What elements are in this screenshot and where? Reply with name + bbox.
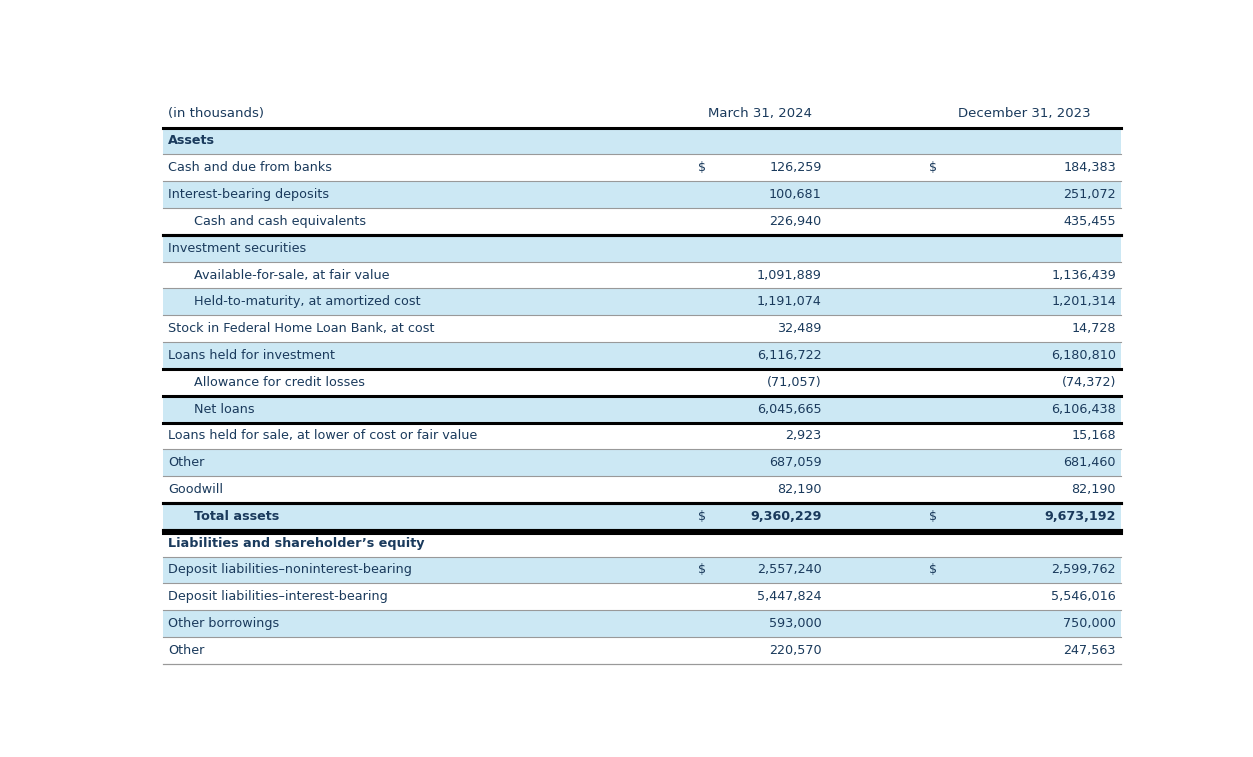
Text: 100,681: 100,681 <box>769 188 822 201</box>
Text: 251,072: 251,072 <box>1064 188 1116 201</box>
Text: Available-for-sale, at fair value: Available-for-sale, at fair value <box>193 269 388 282</box>
Text: 1,136,439: 1,136,439 <box>1051 269 1116 282</box>
Bar <box>163 530 1121 556</box>
Text: $: $ <box>928 563 937 577</box>
Text: 2,599,762: 2,599,762 <box>1051 563 1116 577</box>
Text: Loans held for investment: Loans held for investment <box>168 349 336 362</box>
Text: $: $ <box>698 161 707 174</box>
Bar <box>163 450 1121 476</box>
Text: Allowance for credit losses: Allowance for credit losses <box>193 375 365 389</box>
Bar <box>163 208 1121 235</box>
Text: 15,168: 15,168 <box>1071 429 1116 442</box>
Text: 6,180,810: 6,180,810 <box>1051 349 1116 362</box>
Bar <box>163 396 1121 422</box>
Text: 82,190: 82,190 <box>1071 483 1116 496</box>
Text: Other: Other <box>168 456 204 469</box>
Text: Deposit liabilities–noninterest-bearing: Deposit liabilities–noninterest-bearing <box>168 563 412 577</box>
Bar <box>163 476 1121 503</box>
Text: December 31, 2023: December 31, 2023 <box>959 107 1091 120</box>
Bar <box>163 610 1121 637</box>
Text: Loans held for sale, at lower of cost or fair value: Loans held for sale, at lower of cost or… <box>168 429 477 442</box>
Text: 2,923: 2,923 <box>786 429 822 442</box>
Text: 6,045,665: 6,045,665 <box>757 403 822 416</box>
Text: (71,057): (71,057) <box>767 375 822 389</box>
Bar <box>163 181 1121 208</box>
Bar <box>163 235 1121 262</box>
Text: 1,201,314: 1,201,314 <box>1051 295 1116 308</box>
Text: 5,546,016: 5,546,016 <box>1051 590 1116 603</box>
Text: $: $ <box>928 510 937 523</box>
Text: Deposit liabilities–interest-bearing: Deposit liabilities–interest-bearing <box>168 590 388 603</box>
Text: 2,557,240: 2,557,240 <box>757 563 822 577</box>
Text: 220,570: 220,570 <box>769 644 822 657</box>
Text: Held-to-maturity, at amortized cost: Held-to-maturity, at amortized cost <box>193 295 420 308</box>
Text: Investment securities: Investment securities <box>168 241 307 254</box>
Text: Total assets: Total assets <box>193 510 278 523</box>
Text: Stock in Federal Home Loan Bank, at cost: Stock in Federal Home Loan Bank, at cost <box>168 322 435 335</box>
Text: 14,728: 14,728 <box>1071 322 1116 335</box>
Text: 126,259: 126,259 <box>769 161 822 174</box>
Bar <box>163 128 1121 154</box>
Bar <box>163 154 1121 181</box>
Text: $: $ <box>928 161 937 174</box>
Text: 687,059: 687,059 <box>769 456 822 469</box>
Text: 184,383: 184,383 <box>1064 161 1116 174</box>
Text: $: $ <box>698 563 707 577</box>
Text: $: $ <box>698 510 707 523</box>
Bar <box>163 503 1121 530</box>
Bar <box>163 342 1121 369</box>
Text: 6,116,722: 6,116,722 <box>757 349 822 362</box>
Text: (74,372): (74,372) <box>1061 375 1116 389</box>
Text: Interest-bearing deposits: Interest-bearing deposits <box>168 188 330 201</box>
Text: 6,106,438: 6,106,438 <box>1051 403 1116 416</box>
Text: Liabilities and shareholder’s equity: Liabilities and shareholder’s equity <box>168 537 425 550</box>
Bar <box>163 584 1121 610</box>
Bar <box>163 422 1121 450</box>
Text: 9,673,192: 9,673,192 <box>1045 510 1116 523</box>
Text: Net loans: Net loans <box>193 403 254 416</box>
Text: 1,091,889: 1,091,889 <box>757 269 822 282</box>
Text: Cash and due from banks: Cash and due from banks <box>168 161 332 174</box>
Text: 750,000: 750,000 <box>1064 617 1116 630</box>
Text: 593,000: 593,000 <box>769 617 822 630</box>
Text: Other borrowings: Other borrowings <box>168 617 279 630</box>
Text: (in thousands): (in thousands) <box>168 107 264 120</box>
Text: March 31, 2024: March 31, 2024 <box>708 107 812 120</box>
Text: 9,360,229: 9,360,229 <box>751 510 822 523</box>
Bar <box>163 315 1121 342</box>
Text: 435,455: 435,455 <box>1064 215 1116 228</box>
Text: 32,489: 32,489 <box>777 322 822 335</box>
Text: 226,940: 226,940 <box>769 215 822 228</box>
Bar <box>163 100 1121 128</box>
Text: Goodwill: Goodwill <box>168 483 223 496</box>
Text: 681,460: 681,460 <box>1064 456 1116 469</box>
Text: 82,190: 82,190 <box>777 483 822 496</box>
Bar <box>163 288 1121 315</box>
Text: Cash and cash equivalents: Cash and cash equivalents <box>193 215 366 228</box>
Text: Assets: Assets <box>168 135 216 148</box>
Text: 5,447,824: 5,447,824 <box>757 590 822 603</box>
Text: 247,563: 247,563 <box>1064 644 1116 657</box>
Bar <box>163 556 1121 584</box>
Bar <box>163 637 1121 664</box>
Text: Other: Other <box>168 644 204 657</box>
Bar <box>163 262 1121 288</box>
Bar <box>163 369 1121 396</box>
Text: 1,191,074: 1,191,074 <box>757 295 822 308</box>
